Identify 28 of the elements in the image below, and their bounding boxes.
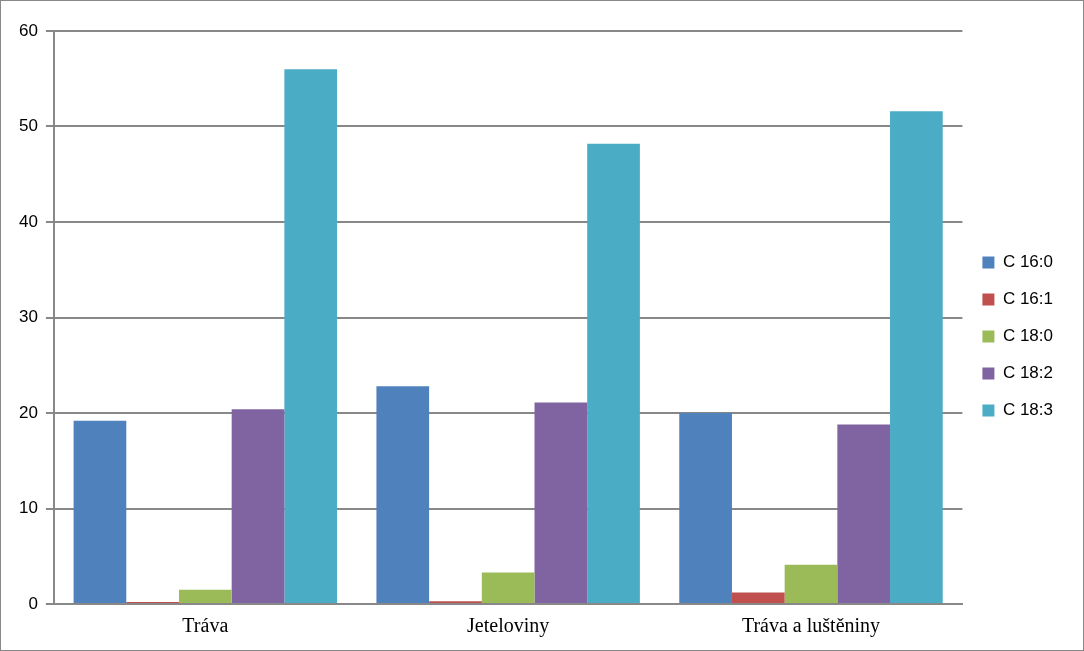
x-tick-label: Tráva a luštěniny — [741, 614, 881, 638]
y-tick-label: 60 — [18, 20, 38, 40]
legend-label: C 18:2 — [1002, 363, 1054, 383]
bar — [231, 409, 285, 603]
x-tick-label: Jeteloviny — [467, 614, 550, 638]
legend-label: C 18:3 — [1002, 400, 1054, 420]
bar — [284, 69, 338, 603]
legend-label: C 16:0 — [1002, 252, 1054, 272]
legend-label: C 18:0 — [1002, 326, 1054, 346]
bar — [837, 424, 891, 603]
y-tick-label: 50 — [18, 116, 38, 136]
bar — [587, 143, 640, 603]
y-tick-label: 20 — [18, 402, 38, 422]
bar — [679, 413, 732, 603]
bar — [534, 402, 588, 603]
y-tick-label: 0 — [28, 593, 38, 613]
legend-label: C 16:1 — [1002, 289, 1054, 309]
bar — [731, 592, 785, 603]
bar — [481, 572, 535, 603]
x-tick-label: Tráva — [182, 614, 229, 637]
bar — [376, 386, 430, 603]
y-tick-label: 40 — [18, 211, 38, 231]
bar — [73, 420, 127, 603]
bar — [890, 111, 943, 603]
y-tick-label: 30 — [18, 307, 38, 327]
bar — [784, 564, 838, 603]
bar — [178, 589, 232, 603]
y-tick-label: 10 — [18, 498, 38, 518]
